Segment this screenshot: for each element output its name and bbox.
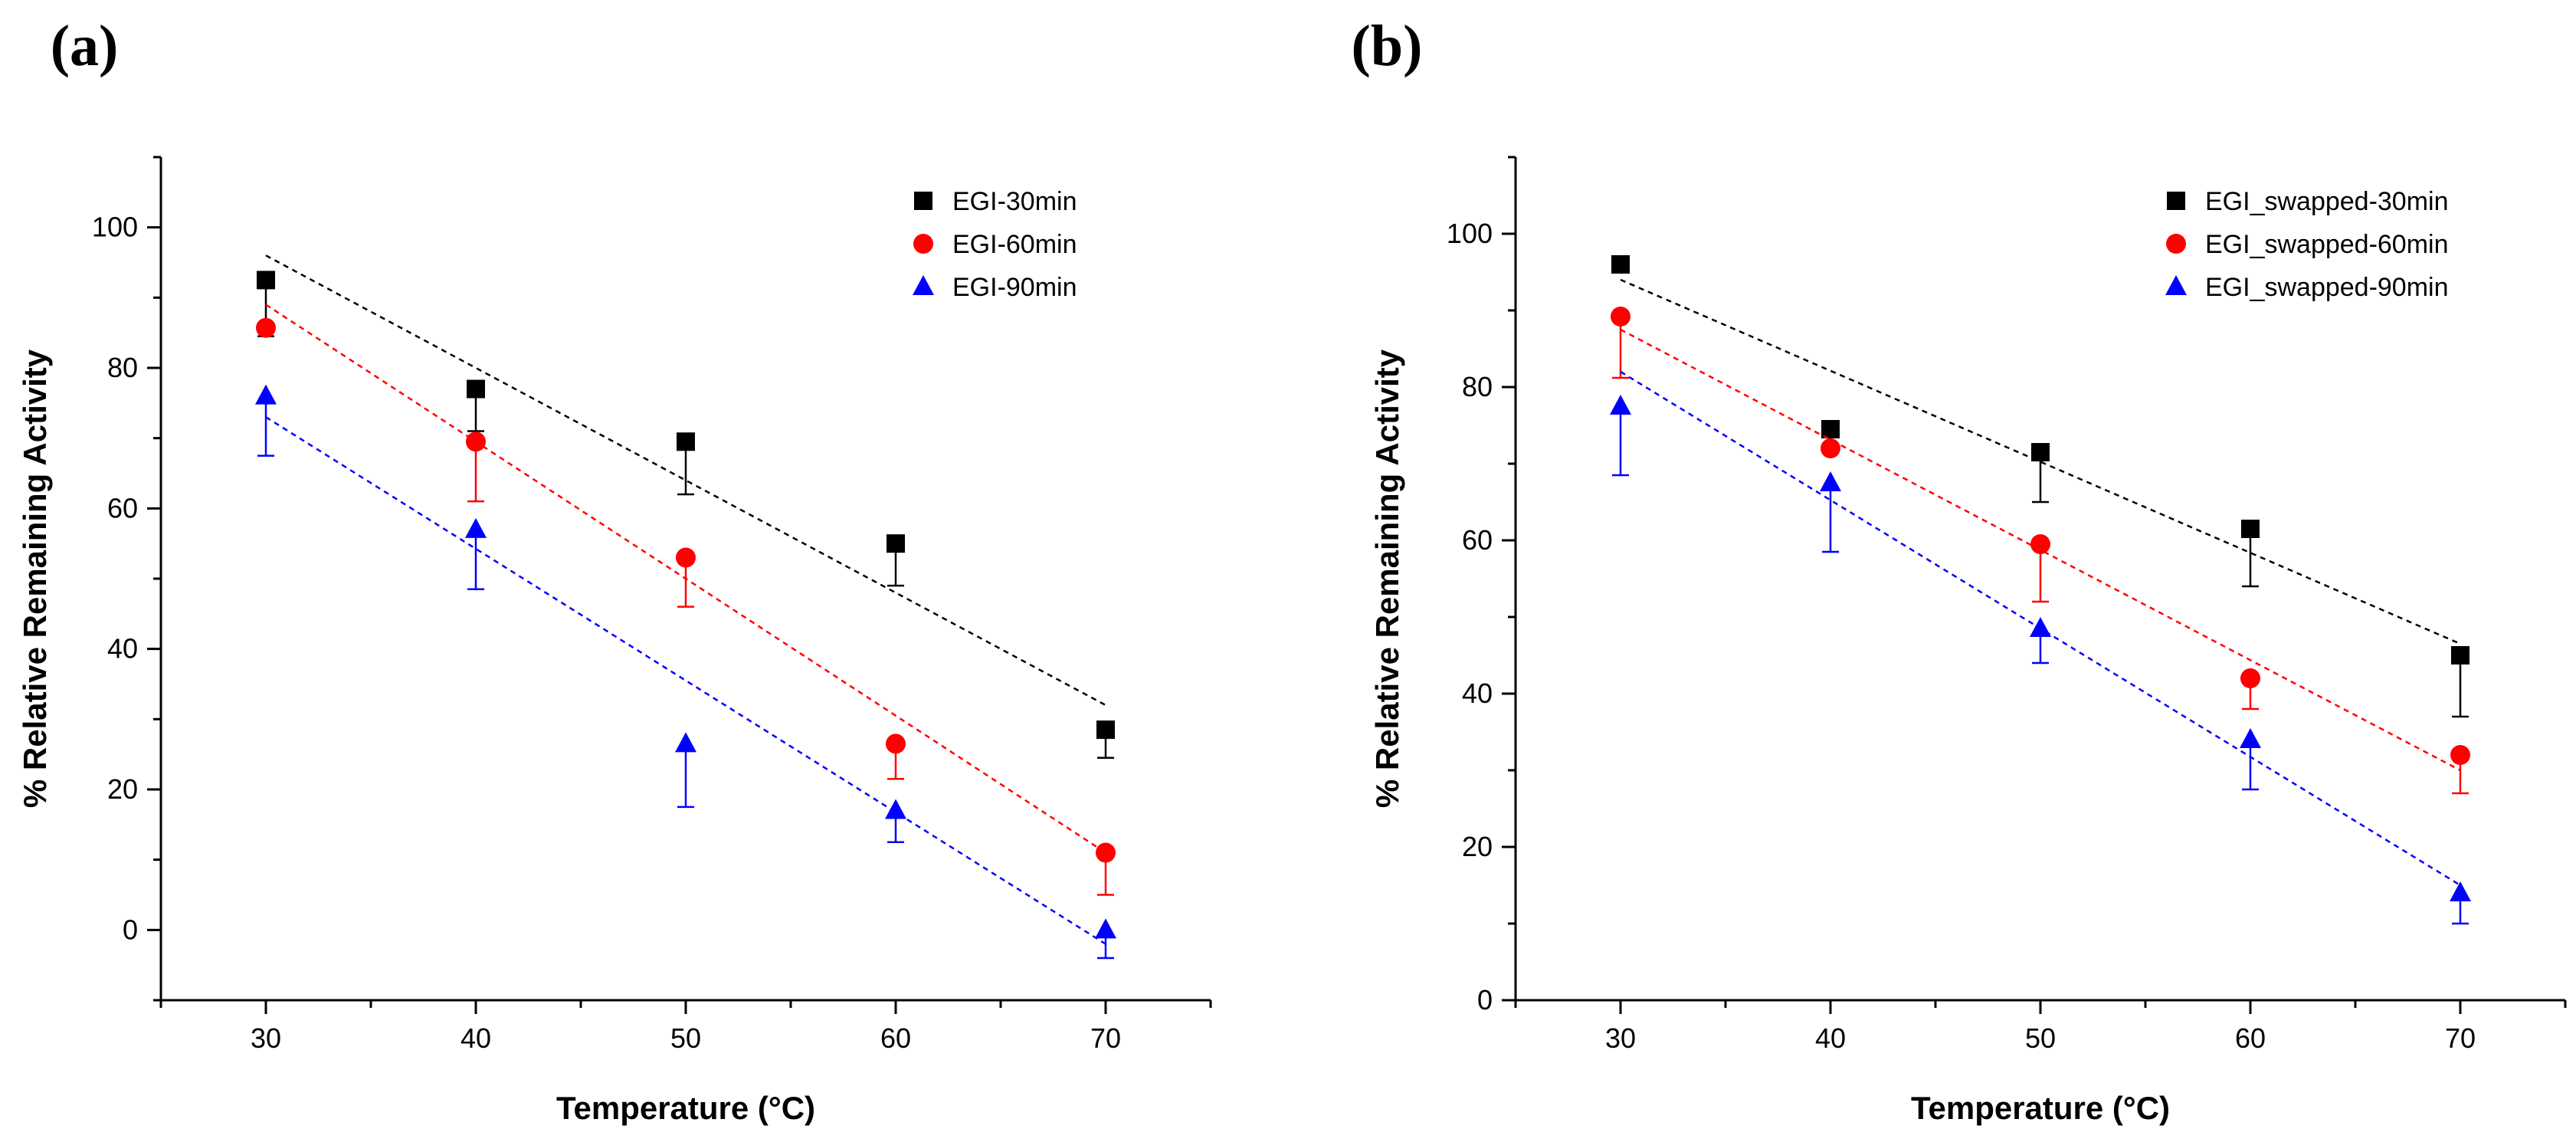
data-point (676, 547, 696, 568)
data-point (256, 317, 276, 338)
y-tick-label: 80 (107, 352, 138, 383)
series-3: EGI-90min (255, 273, 1116, 960)
legend-marker (2166, 234, 2186, 254)
data-point (2450, 745, 2470, 765)
data-point (2240, 668, 2260, 688)
data-point (1610, 395, 1631, 415)
y-tick-label: 40 (107, 633, 138, 665)
panel-label: (b) (1352, 14, 1423, 78)
y-tick-label: 0 (1477, 984, 1493, 1016)
data-point (2031, 443, 2050, 461)
legend-label: EGI_swapped-60min (2205, 230, 2449, 259)
x-tick-label: 60 (2235, 1022, 2266, 1054)
data-point (466, 432, 486, 452)
y-tick-label: 40 (1462, 678, 1493, 709)
x-tick-label: 70 (2445, 1022, 2476, 1054)
fit-line (1620, 278, 2461, 645)
series-1: EGI_swapped-30min (1611, 187, 2469, 718)
series-1: EGI-30min (257, 187, 1115, 759)
y-tick-label: 20 (107, 773, 138, 805)
y-tick-label: 80 (1462, 371, 1493, 402)
data-point (677, 432, 695, 451)
fit-line (1620, 328, 2461, 772)
x-tick-label: 30 (251, 1022, 281, 1054)
legend-marker (913, 275, 934, 295)
x-tick-label: 40 (460, 1022, 491, 1054)
legend-marker (913, 234, 933, 254)
data-point (255, 384, 277, 405)
data-point (887, 534, 905, 553)
x-axis-title: Temperature (°C) (556, 1090, 815, 1126)
data-point (1096, 842, 1116, 863)
legend-marker (914, 192, 932, 210)
data-point (886, 733, 906, 754)
legend-label: EGI-60min (952, 230, 1077, 259)
x-tick-label: 30 (1605, 1022, 1636, 1054)
x-tick-label: 40 (1815, 1022, 1846, 1054)
y-tick-label: 0 (123, 914, 138, 945)
data-point (2450, 881, 2471, 901)
data-point (467, 379, 485, 399)
chart-panel-a: (a) 30 40 50 60 70 0 20 40 60 80 100 Temperature (°C… (17, 14, 1212, 1126)
chart-panel-b: (b) 30 40 50 60 70 0 20 40 60 80 100 Temperature (°C… (1352, 14, 2567, 1126)
y-tick-label: 20 (1462, 831, 1493, 862)
y-axis-title: % Relative Remaining Activity (1369, 349, 1405, 808)
data-point (1096, 720, 1115, 740)
x-tick-label: 50 (2025, 1022, 2056, 1054)
legend-marker (2167, 192, 2185, 210)
legend-label: EGI-30min (952, 187, 1077, 216)
x-tick-label: 70 (1090, 1022, 1121, 1054)
legend-label: EGI-90min (952, 273, 1077, 302)
series-2: EGI-60min (256, 230, 1116, 896)
x-tick-label: 50 (670, 1022, 701, 1054)
y-tick-label: 60 (107, 492, 138, 523)
data-point (1611, 255, 1630, 274)
data-point (2030, 534, 2050, 554)
data-point (2241, 520, 2260, 538)
data-point (257, 271, 275, 290)
y-tick-label: 100 (92, 212, 138, 243)
y-axis-title: % Relative Remaining Activity (17, 349, 53, 808)
series-2: EGI_swapped-60min (1611, 230, 2470, 795)
data-point (1095, 918, 1116, 939)
series-3: EGI_swapped-90min (1610, 273, 2471, 925)
y-tick-label: 100 (1447, 218, 1493, 249)
data-point (1820, 471, 1841, 491)
data-point (2240, 728, 2261, 748)
panel-label: (a) (51, 14, 119, 78)
data-point (2451, 646, 2469, 665)
y-tick-label: 60 (1462, 524, 1493, 556)
data-point (465, 517, 487, 538)
data-point (675, 732, 696, 753)
data-point (885, 799, 906, 819)
legend-label: EGI_swapped-30min (2205, 187, 2449, 216)
legend-label: EGI_swapped-90min (2205, 273, 2449, 302)
data-point (2030, 617, 2051, 637)
legend-marker (2165, 275, 2187, 295)
fit-line (265, 416, 1106, 945)
x-axis-title: Temperature (°C) (1911, 1090, 2170, 1126)
data-point (1821, 438, 1840, 458)
data-point (1821, 420, 1840, 438)
x-tick-label: 60 (880, 1022, 911, 1054)
data-point (1611, 307, 1630, 327)
